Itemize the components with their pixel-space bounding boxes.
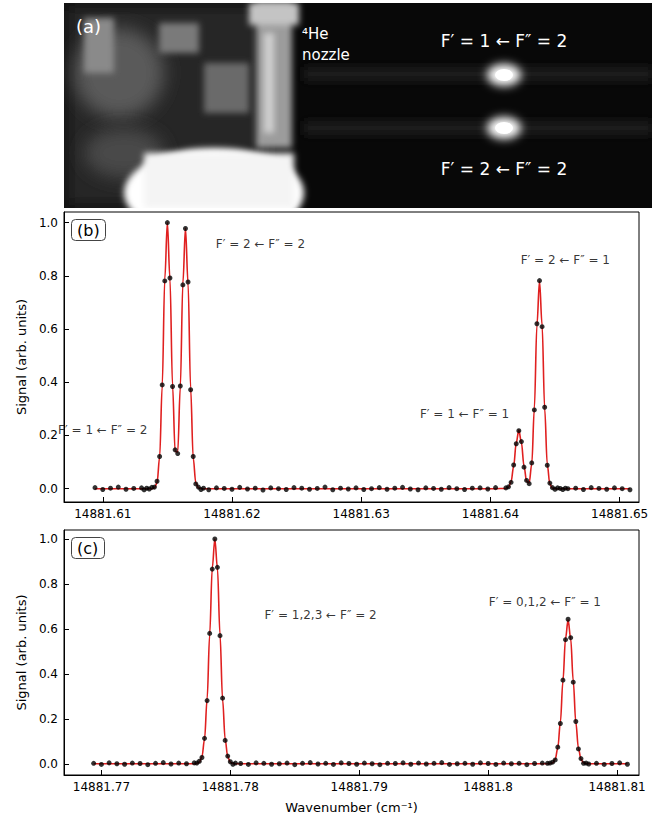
svg-text:14881.81: 14881.81 <box>588 780 645 794</box>
svg-text:Wavenumber (cm⁻¹): Wavenumber (cm⁻¹) <box>285 800 418 815</box>
svg-text:0.2: 0.2 <box>39 428 58 442</box>
svg-text:0.2: 0.2 <box>39 712 58 726</box>
svg-text:0.4: 0.4 <box>39 375 58 389</box>
svg-text:14881.79: 14881.79 <box>331 780 388 794</box>
svg-text:(b): (b) <box>77 221 100 240</box>
svg-text:(c): (c) <box>77 539 98 558</box>
svg-text:⁴He: ⁴He <box>302 25 329 43</box>
svg-text:Signal (arb. units): Signal (arb. units) <box>14 595 29 711</box>
svg-text:0.6: 0.6 <box>39 322 58 336</box>
svg-text:F′ = 1,2,3 ← F″ = 2: F′ = 1,2,3 ← F″ = 2 <box>264 608 376 622</box>
svg-text:14881.65: 14881.65 <box>591 507 648 521</box>
svg-text:14881.8: 14881.8 <box>463 780 513 794</box>
svg-text:0.0: 0.0 <box>39 757 58 771</box>
svg-text:1.0: 1.0 <box>39 532 58 546</box>
svg-text:1.0: 1.0 <box>39 216 58 230</box>
svg-text:14881.77: 14881.77 <box>73 780 130 794</box>
svg-text:nozzle: nozzle <box>302 46 350 64</box>
svg-text:F′ = 1 ← F″ = 2: F′ = 1 ← F″ = 2 <box>58 423 147 437</box>
svg-text:14881.64: 14881.64 <box>462 507 519 521</box>
svg-text:0.6: 0.6 <box>39 622 58 636</box>
svg-text:14881.78: 14881.78 <box>202 780 259 794</box>
svg-text:F′ = 1 ← F″ = 1: F′ = 1 ← F″ = 1 <box>420 407 509 421</box>
svg-text:0.0: 0.0 <box>39 482 58 496</box>
svg-text:F′ = 0,1,2 ← F″ = 1: F′ = 0,1,2 ← F″ = 1 <box>489 595 601 609</box>
svg-text:F′ = 2 ← F″ = 2: F′ = 2 ← F″ = 2 <box>216 237 305 251</box>
svg-text:(a): (a) <box>76 16 101 37</box>
svg-text:14881.63: 14881.63 <box>333 507 390 521</box>
svg-text:F′ = 1 ← F″ = 2: F′ = 1 ← F″ = 2 <box>441 31 568 51</box>
svg-text:0.4: 0.4 <box>39 667 58 681</box>
svg-text:0.8: 0.8 <box>39 269 58 283</box>
svg-text:F′ = 2 ← F″ = 1: F′ = 2 ← F″ = 1 <box>521 253 610 267</box>
svg-text:14881.61: 14881.61 <box>74 507 131 521</box>
svg-text:F′ = 2 ← F″ = 2: F′ = 2 ← F″ = 2 <box>441 159 568 179</box>
svg-text:0.8: 0.8 <box>39 577 58 591</box>
svg-text:Signal (arb. units): Signal (arb. units) <box>14 299 29 415</box>
svg-text:14881.62: 14881.62 <box>203 507 260 521</box>
